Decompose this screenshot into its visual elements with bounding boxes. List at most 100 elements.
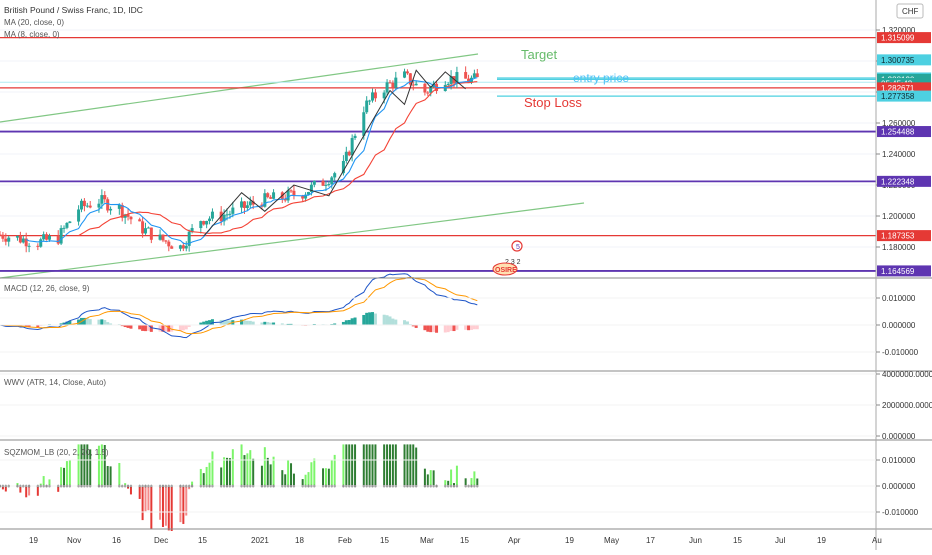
time-axis-label[interactable]: 15 [460,536,469,545]
time-axis-label[interactable]: 15 [198,536,207,545]
macd-histogram-bar [184,325,188,330]
time-axis-label[interactable]: 15 [733,536,742,545]
entry-label[interactable]: entry price [573,71,629,85]
time-axis-label[interactable]: 19 [29,536,38,545]
time-axis-label[interactable]: 19 [565,536,574,545]
macd-histogram-bar [210,319,214,325]
time-axis-label[interactable]: Mar [420,536,434,545]
candle-body [475,73,479,78]
macd-histogram-bar [472,325,476,330]
macd-histogram-bar [248,320,252,325]
candle-body [187,231,191,246]
candle-body [388,82,392,84]
sticker-digits: 2 3 2 [505,259,521,266]
macd-tick-label: -0.010000 [882,348,919,357]
indicator-axes[interactable]: 0.010000 0.000000 -0.010000 4000000.000000 2… [0,294,932,517]
macd-histogram-bar [371,312,375,325]
time-axis-label[interactable]: 16 [112,536,121,545]
price-badge [877,32,931,44]
candle-body [205,220,209,225]
ma8-label[interactable]: MA (8, close, 0) [4,30,60,39]
macd-label[interactable]: MACD (12, 26, close, 9) [4,284,90,293]
time-axis-label[interactable]: 15 [380,536,389,545]
macd-histogram-bar [164,325,168,332]
time-axis-label[interactable]: 2021 [251,536,269,545]
wwv-label[interactable]: WWV (ATR, 14, Close, Auto) [4,378,106,387]
macd-tick-label: 0.010000 [882,294,916,303]
time-axis-label[interactable]: 18 [295,536,304,545]
macd-tick-label: 0.000000 [882,321,916,330]
macd-line [0,273,478,339]
macd-histogram-bar [435,325,439,333]
price-badge-label: 1.222348 [881,177,915,186]
macd-histogram-bar [225,320,229,325]
macd-histogram-bar [469,325,473,330]
time-axis-label[interactable]: Jul [775,536,785,545]
candle-body [79,200,83,210]
zigzag-path[interactable] [203,69,466,237]
candle-body [7,237,11,242]
target-label[interactable]: Target [521,47,558,62]
candle-body [371,92,375,101]
macd-histogram-bar [85,318,89,325]
candle-body [365,100,369,113]
candle-body [309,184,313,193]
macd-histogram-bar [59,323,63,325]
macd-histogram-bar [475,325,479,330]
price-tick-label: 1.180000 [882,243,916,252]
channel-lower-line[interactable] [0,202,585,279]
candle-body [382,92,386,99]
horizontal-levels[interactable] [0,36,876,272]
candle-body [286,190,290,201]
candle-body [126,214,130,217]
candle-body [394,77,398,88]
price-tick-label: 1.240000 [882,150,916,159]
time-axis-label[interactable]: Dec [154,536,168,545]
wwv-tick-label: 2000000.000000 [882,401,932,410]
macd-histogram-bar [443,325,447,333]
currency-button[interactable]: CHF [896,3,924,19]
macd-histogram-bar [146,325,150,331]
time-axis[interactable]: 19 Nov 16 Dec 15 2021 18 Feb 15 Mar 15 Apr 19 May 17 Ju… [29,536,882,545]
time-axis-label[interactable]: Jun [689,536,702,545]
macd-histogram-bar [228,320,232,325]
ma20-label[interactable]: MA (20, close, 0) [4,18,64,27]
macd-histogram-bar [222,319,226,325]
candle-body [103,195,107,200]
time-axis-label[interactable]: Apr [508,536,521,545]
macd-histogram-bar [391,318,395,325]
squeeze-momentum-panel [0,444,479,532]
price-badge [877,90,931,102]
time-axis-label[interactable]: Nov [67,536,81,545]
zigzag-drawing[interactable] [203,69,466,237]
time-axis-label[interactable]: 19 [817,536,826,545]
candle-body [321,180,325,186]
candle-body [178,245,182,249]
candle-body [411,84,415,86]
price-badge [877,175,931,187]
time-axis-label[interactable]: May [604,536,619,545]
sqzmom-label[interactable]: SQZMOM_LB (20, 2, 20, 1.5) [4,448,109,457]
stop-loss-label[interactable]: Stop Loss [524,95,582,110]
time-axis-label[interactable]: 17 [646,536,655,545]
macd-histogram-bar [208,320,212,325]
macd-histogram-bar [129,325,133,329]
macd-histogram-bar [205,320,209,325]
candle-body [312,180,316,185]
sticker-number: 5 [516,244,520,251]
macd-histogram-bar [109,323,113,325]
candle-body [231,207,235,214]
time-axis-label[interactable]: Au [872,536,882,545]
price-badge-label: 1.164569 [881,267,915,276]
candle-body [362,112,366,136]
candle-body [208,218,212,221]
time-axis-label[interactable]: Feb [338,536,352,545]
candle-body [426,92,430,94]
candle-body [467,78,471,83]
wwv-tick-label: 0.000000 [882,432,916,441]
currency-label: CHF [902,7,919,16]
macd-histogram-bar [452,325,456,332]
macd-histogram-bar [77,319,81,325]
